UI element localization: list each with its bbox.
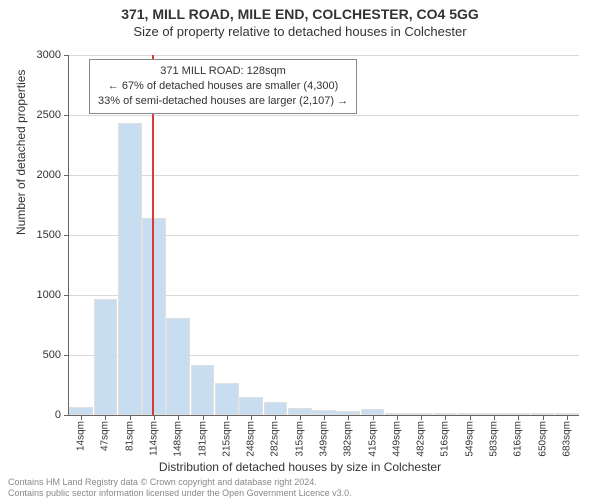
histogram-bar [215,383,239,415]
y-tick [64,295,69,296]
x-tick [105,415,106,420]
grid-line [69,175,579,176]
x-tick [203,415,204,420]
x-tick [251,415,252,420]
x-tick-label: 148sqm [173,421,184,457]
x-tick [543,415,544,420]
x-tick-label: 449sqm [391,421,402,457]
y-tick-label: 500 [43,349,61,361]
x-tick [81,415,82,420]
x-tick-label: 482sqm [416,421,427,457]
page-title: 371, MILL ROAD, MILE END, COLCHESTER, CO… [0,0,600,22]
y-tick-label: 2500 [37,109,61,121]
x-tick-label: 282sqm [270,421,281,457]
x-tick [445,415,446,420]
footer-line: Contains HM Land Registry data © Crown c… [8,477,352,487]
grid-line [69,55,579,56]
info-box-line: 33% of semi-detached houses are larger (… [98,94,348,109]
y-tick [64,175,69,176]
y-tick [64,415,69,416]
x-tick-label: 382sqm [343,421,354,457]
x-tick [494,415,495,420]
histogram-bar [288,408,312,415]
histogram-bar [118,123,142,415]
x-tick [154,415,155,420]
x-tick-label: 549sqm [464,421,475,457]
info-box-line: ← 67% of detached houses are smaller (4,… [98,79,348,94]
x-tick [397,415,398,420]
x-tick [300,415,301,420]
y-tick-label: 2000 [37,169,61,181]
x-tick-label: 215sqm [221,421,232,457]
histogram-bar [191,365,215,415]
x-tick [421,415,422,420]
y-tick [64,235,69,236]
footer-attribution: Contains HM Land Registry data © Crown c… [8,477,352,498]
x-tick-label: 583sqm [489,421,500,457]
x-tick [567,415,568,420]
chart-area: 371 MILL ROAD: 128sqm ← 67% of detached … [68,55,579,416]
histogram-bar [94,299,118,415]
x-tick-label: 114sqm [149,421,160,456]
page-subtitle: Size of property relative to detached ho… [0,22,600,39]
x-tick-label: 516sqm [440,421,451,457]
y-tick [64,115,69,116]
y-tick-label: 3000 [37,49,61,61]
x-axis-title: Distribution of detached houses by size … [0,460,600,474]
x-tick [275,415,276,420]
histogram-bar [239,397,263,415]
histogram-bar [166,318,190,415]
marker-info-box: 371 MILL ROAD: 128sqm ← 67% of detached … [89,59,357,114]
x-tick [178,415,179,420]
x-tick [130,415,131,420]
x-tick-label: 81sqm [124,421,135,451]
x-tick-label: 248sqm [246,421,257,457]
x-tick [348,415,349,420]
x-tick-label: 683sqm [561,421,572,457]
x-tick-label: 315sqm [294,421,305,457]
y-tick-label: 1000 [37,289,61,301]
x-tick [373,415,374,420]
x-tick-label: 47sqm [100,421,111,451]
histogram-bar [264,402,288,415]
y-axis-title: Number of detached properties [14,70,28,235]
x-tick-label: 650sqm [537,421,548,457]
chart-container: 371, MILL ROAD, MILE END, COLCHESTER, CO… [0,0,600,500]
x-tick [470,415,471,420]
y-tick [64,355,69,356]
x-tick-label: 14sqm [76,421,87,451]
y-tick-label: 1500 [37,229,61,241]
x-tick-label: 349sqm [319,421,330,457]
x-tick [227,415,228,420]
x-tick [324,415,325,420]
histogram-bar [69,407,93,415]
info-box-line: 371 MILL ROAD: 128sqm [98,64,348,79]
x-tick-label: 181sqm [197,421,208,457]
histogram-bar [142,218,166,415]
y-tick [64,55,69,56]
y-tick-label: 0 [55,409,61,421]
footer-line: Contains public sector information licen… [8,488,352,498]
x-tick-label: 415sqm [367,421,378,457]
x-tick [518,415,519,420]
grid-line [69,115,579,116]
x-tick-label: 616sqm [513,421,524,457]
